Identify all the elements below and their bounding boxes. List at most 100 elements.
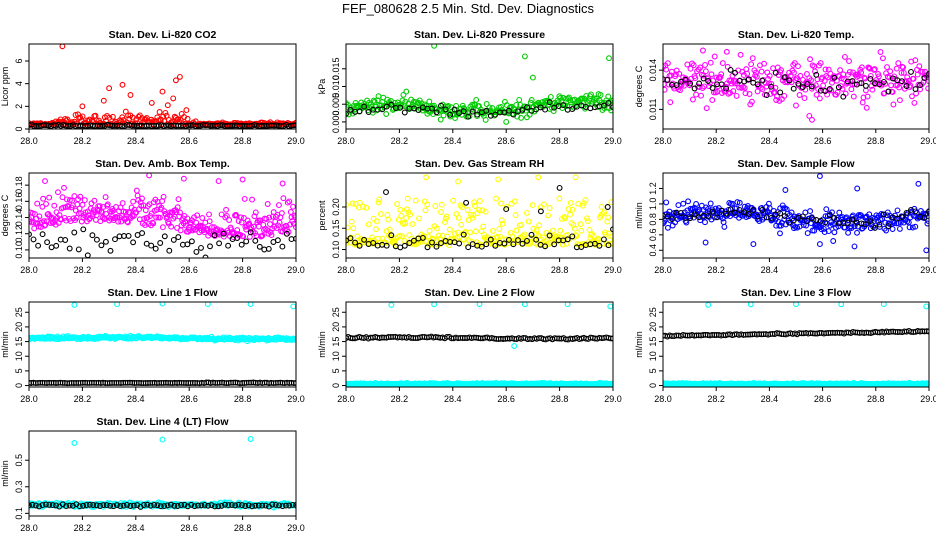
data-point-yellow: [590, 233, 597, 239]
data-point-black: [709, 208, 716, 215]
data-point-yellow: [545, 212, 552, 219]
data-point-green: [566, 94, 572, 101]
data-point-magenta: [723, 83, 730, 90]
data-point-yellow: [584, 215, 590, 222]
data-point-yellow: [394, 201, 401, 207]
data-point-magenta: [238, 219, 245, 226]
data-point-black: [804, 218, 811, 224]
y-tick-label: 0.010: [331, 75, 341, 98]
data-point-yellow: [373, 218, 380, 225]
outlier-point-green: [529, 74, 536, 81]
data-point-black: [862, 221, 869, 228]
data-point-black: [265, 245, 272, 252]
data-point-yellow: [578, 227, 585, 234]
data-point-black: [460, 108, 467, 115]
data-point-black: [505, 107, 512, 114]
data-point-black: [808, 83, 815, 90]
data-point-magenta: [859, 99, 866, 106]
data-point-black: [419, 234, 426, 241]
outlier-point-cyan: [71, 302, 78, 308]
data-point-magenta: [663, 66, 670, 73]
data-point-yellow: [512, 212, 519, 219]
data-point-black: [282, 502, 289, 509]
y-tick-label: 0.15: [331, 219, 341, 237]
data-point-black: [276, 502, 283, 509]
outlier-point-red: [176, 73, 183, 80]
data-point-magenta: [677, 87, 683, 94]
y-tick-label: 0.8: [648, 213, 658, 226]
data-point-magenta: [159, 224, 166, 231]
data-point-magenta: [218, 211, 225, 218]
panel-5: Stan. Dev. Gas Stream RH percent 28.0 28.2 2…: [317, 158, 622, 275]
data-point-blue: [897, 219, 904, 226]
data-point-yellow: [496, 225, 503, 232]
x-tick-label: 28.2: [707, 394, 725, 404]
data-point-magenta: [863, 104, 870, 111]
data-point-yellow: [432, 203, 439, 209]
data-point-black: [542, 106, 549, 113]
data-point-magenta: [694, 68, 700, 75]
data-point-yellow: [472, 228, 479, 235]
data-point-yellow: [559, 241, 566, 248]
data-point-magenta: [702, 62, 708, 68]
y-tick-label: 1.0: [648, 198, 658, 211]
y-tick-label: 0: [14, 383, 24, 388]
data-point-black: [198, 502, 205, 509]
data-point-black: [669, 216, 675, 223]
data-point-black: [705, 77, 712, 84]
y-axis-label: degrees C: [0, 194, 10, 236]
x-tick-label: 28.2: [74, 265, 92, 275]
data-point-magenta: [746, 91, 753, 97]
data-layer: [29, 173, 296, 258]
data-point-blue: [766, 205, 773, 212]
data-point-yellow: [350, 225, 357, 232]
outlier-point-black: [604, 204, 611, 210]
data-point-black: [238, 241, 245, 248]
data-point-magenta: [744, 77, 751, 84]
y-axis-label: ml/min: [634, 202, 644, 229]
data-point-magenta: [898, 69, 905, 76]
data-point-magenta: [717, 74, 724, 80]
data-point-black: [898, 214, 905, 221]
data-point-black: [388, 232, 395, 239]
data-point-magenta: [676, 70, 683, 77]
data-point-black: [732, 69, 739, 76]
outlier-point-cyan: [204, 302, 211, 308]
data-point-black: [242, 503, 249, 509]
data-point-yellow: [438, 209, 444, 215]
data-point-yellow: [580, 202, 586, 209]
data-point-black: [732, 209, 739, 216]
data-point-blue: [909, 224, 916, 231]
data-point-yellow: [376, 196, 383, 203]
data-point-yellow: [543, 229, 550, 236]
data-point-yellow: [464, 207, 471, 213]
x-tick-label: 29.0: [287, 523, 305, 533]
data-point-magenta: [689, 96, 696, 103]
data-point-blue: [836, 209, 843, 216]
data-point-blue: [804, 230, 811, 237]
data-point-yellow: [579, 241, 586, 248]
data-point-black: [876, 81, 883, 88]
data-point-magenta: [711, 53, 718, 60]
data-point-yellow: [530, 225, 537, 232]
data-point-black: [750, 207, 757, 214]
data-point-magenta: [79, 201, 86, 208]
data-point-black: [195, 502, 201, 509]
data-point-magenta: [773, 97, 780, 103]
data-point-black: [917, 82, 923, 89]
x-tick-label: 28.8: [551, 394, 569, 404]
data-point-magenta: [812, 68, 818, 75]
data-point-blue: [680, 200, 687, 207]
data-point-magenta: [117, 204, 124, 211]
data-point-black: [781, 213, 788, 220]
data-point-yellow: [412, 197, 419, 204]
data-point-black: [714, 214, 721, 221]
y-axis-label: ml/min: [0, 460, 10, 487]
data-point-black: [388, 101, 395, 108]
data-point-black: [709, 85, 716, 91]
data-point-green: [572, 102, 579, 109]
data-point-black: [492, 111, 499, 118]
outlier-point-cyan: [159, 436, 166, 443]
data-point-yellow: [518, 221, 525, 228]
